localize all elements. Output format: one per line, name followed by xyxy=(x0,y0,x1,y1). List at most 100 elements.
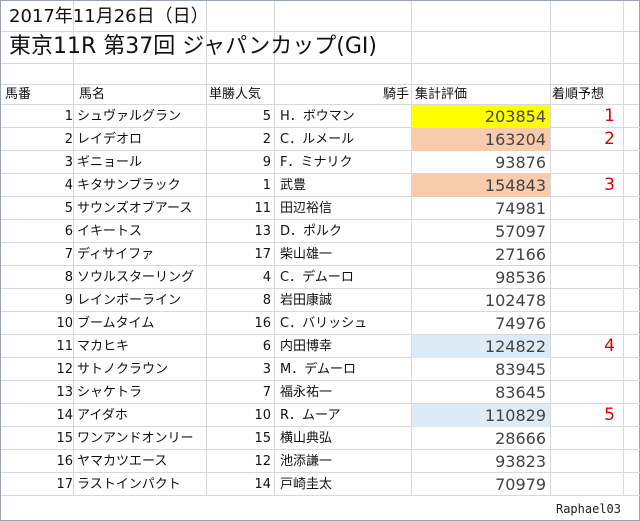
cell-horse-name: レイデオロ xyxy=(77,132,143,147)
cell-popularity: 1 xyxy=(262,178,271,193)
cell-horse-number: 13 xyxy=(56,385,73,400)
cell-popularity: 8 xyxy=(262,293,271,308)
cell-popularity: 4 xyxy=(262,270,271,285)
cell-horse-name: アイダホ xyxy=(77,408,128,423)
cell-prediction xyxy=(551,358,623,381)
cell-horse-name: ワンアンドオンリー xyxy=(77,431,194,446)
cell-horse-number: 15 xyxy=(56,431,73,446)
cell-horse-number: 5 xyxy=(64,201,73,216)
cell-jockey: 田辺裕信 xyxy=(280,201,333,216)
cell-horse-name: ソウルスターリング xyxy=(77,270,195,285)
cell-score: 163204 xyxy=(412,128,550,151)
cell-prediction xyxy=(551,289,623,312)
cell-horse-number: 4 xyxy=(64,178,73,193)
cell-score: 83645 xyxy=(495,383,546,402)
cell-score: 28666 xyxy=(495,429,546,448)
table-row: 9 レインボーライン 8 岩田康誠 102478 xyxy=(1,289,640,312)
cell-score: 57097 xyxy=(495,222,546,241)
table-row: 5 サウンズオブアース 11 田辺裕信 74981 xyxy=(1,197,640,220)
cell-popularity: 11 xyxy=(254,201,271,216)
cell-jockey: 岩田康誠 xyxy=(280,293,333,308)
grid-line xyxy=(274,1,275,496)
cell-horse-number: 11 xyxy=(56,339,73,354)
table-row: 1 シュヴァルグラン 5 H．ボウマン 203854 1 xyxy=(1,105,640,128)
table-row: 14 アイダホ 10 R．ムーア 110829 5 xyxy=(1,404,640,427)
grid-line xyxy=(550,1,551,496)
table-row: 10 ブームタイム 16 C．バリッシュ 74976 xyxy=(1,312,640,335)
cell-horse-name: サトノクラウン xyxy=(77,362,169,377)
cell-popularity: 15 xyxy=(254,431,271,446)
grid-line xyxy=(206,1,207,496)
col-header-prediction: 着順予想 xyxy=(552,87,605,102)
cell-prediction: 5 xyxy=(604,405,615,425)
cell-popularity: 3 xyxy=(262,362,271,377)
cell-popularity: 13 xyxy=(254,224,271,239)
cell-horse-number: 14 xyxy=(56,408,73,423)
cell-jockey: H．ボウマン xyxy=(280,109,355,124)
table-row: 16 ヤマカツエース 12 池添謙一 93823 xyxy=(1,450,640,473)
cell-popularity: 14 xyxy=(254,477,271,492)
cell-popularity: 16 xyxy=(254,316,271,331)
horse-table: 1 シュヴァルグラン 5 H．ボウマン 203854 1 2 レイデオロ 2 C．ルメール 1632… xyxy=(1,105,640,496)
cell-jockey: 内田博幸 xyxy=(280,339,333,354)
cell-jockey: 戸崎圭太 xyxy=(280,477,333,492)
cell-horse-name: ヤマカツエース xyxy=(77,454,168,469)
watermark: Raphael03 xyxy=(555,502,621,516)
cell-horse-number: 12 xyxy=(56,362,73,377)
table-row: 11 マカヒキ 6 内田博幸 124822 4 xyxy=(1,335,640,358)
cell-horse-name: サウンズオブアース xyxy=(77,201,193,216)
table-row: 2 レイデオロ 2 C．ルメール 163204 2 xyxy=(1,128,640,151)
cell-score: 203854 xyxy=(412,105,550,128)
cell-horse-name: ディサイファ xyxy=(77,247,155,262)
cell-popularity: 9 xyxy=(262,155,271,170)
grid-line xyxy=(1,63,639,64)
cell-horse-name: シャケトラ xyxy=(77,385,143,400)
cell-horse-name: キタサンブラック xyxy=(77,178,181,193)
col-header-popularity: 単勝人気 xyxy=(209,87,262,102)
col-header-score: 集計評価 xyxy=(415,87,468,102)
cell-jockey: 柴山雄一 xyxy=(280,247,333,262)
cell-horse-name: イキートス xyxy=(77,224,143,239)
table-row: 15 ワンアンドオンリー 15 横山典弘 28666 xyxy=(1,427,640,450)
cell-horse-number: 9 xyxy=(64,293,73,308)
grid-line xyxy=(623,1,624,496)
cell-prediction: 2 xyxy=(604,129,615,149)
cell-horse-name: シュヴァルグラン xyxy=(77,109,182,124)
cell-popularity: 7 xyxy=(262,385,271,400)
cell-popularity: 6 xyxy=(262,339,271,354)
cell-popularity: 17 xyxy=(254,247,271,262)
cell-popularity: 12 xyxy=(254,454,271,469)
cell-horse-number: 6 xyxy=(64,224,73,239)
cell-score: 74976 xyxy=(495,314,546,333)
cell-jockey: C．デムーロ xyxy=(280,270,354,285)
cell-horse-name: ラストインパクト xyxy=(77,477,181,492)
col-header-no: 馬番 xyxy=(5,87,32,102)
cell-popularity: 2 xyxy=(262,132,271,147)
cell-horse-name: ブームタイム xyxy=(77,316,155,331)
table-row: 7 ディサイファ 17 柴山雄一 27166 xyxy=(1,243,640,266)
table-row: 13 シャケトラ 7 福永祐一 83645 xyxy=(1,381,640,404)
table-row: 4 キタサンブラック 1 武豊 154843 3 xyxy=(1,174,640,197)
cell-popularity: 10 xyxy=(254,408,271,423)
cell-jockey: 池添謙一 xyxy=(280,454,333,469)
grid-line xyxy=(1,31,639,32)
cell-jockey: R．ムーア xyxy=(280,408,341,423)
cell-score: 124822 xyxy=(412,335,550,358)
cell-score: 110829 xyxy=(412,404,550,427)
cell-prediction: 3 xyxy=(604,175,615,195)
cell-horse-number: 16 xyxy=(56,454,73,469)
cell-prediction: 1 xyxy=(604,106,615,126)
cell-score: 27166 xyxy=(495,245,546,264)
grid-line xyxy=(1,84,639,85)
cell-prediction xyxy=(551,151,623,174)
cell-score: 93876 xyxy=(495,153,546,172)
cell-prediction xyxy=(551,427,623,450)
cell-prediction xyxy=(551,473,623,496)
race-date: 2017年11月26日（日） xyxy=(9,6,209,27)
table-row: 3 ギニョール 9 F．ミナリク 93876 xyxy=(1,151,640,174)
table-row: 12 サトノクラウン 3 M．デムーロ 83945 xyxy=(1,358,640,381)
cell-score: 102478 xyxy=(484,291,546,310)
cell-horse-number: 2 xyxy=(64,132,73,147)
cell-score: 154843 xyxy=(412,174,550,197)
